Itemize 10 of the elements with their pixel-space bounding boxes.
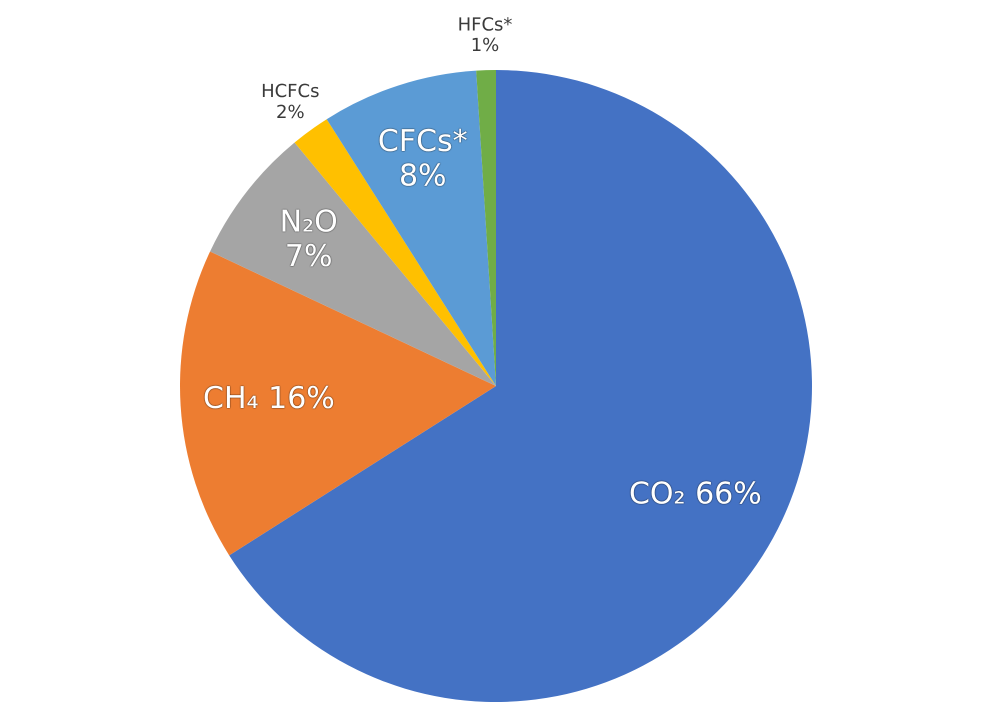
slice-label: CO₂ 66% — [628, 476, 762, 512]
slice-label: CFCs* — [378, 124, 468, 160]
data-label: 1% — [470, 35, 500, 56]
slice-label: N₂O — [280, 204, 338, 240]
slice-label: HFCs* — [458, 14, 512, 36]
slice-label: HCFCs — [261, 81, 320, 102]
data-label: 2% — [276, 102, 305, 123]
data-label: 8% — [398, 158, 447, 194]
data-label: 7% — [284, 238, 333, 274]
slice-label: CH₄ 16% — [203, 381, 335, 416]
